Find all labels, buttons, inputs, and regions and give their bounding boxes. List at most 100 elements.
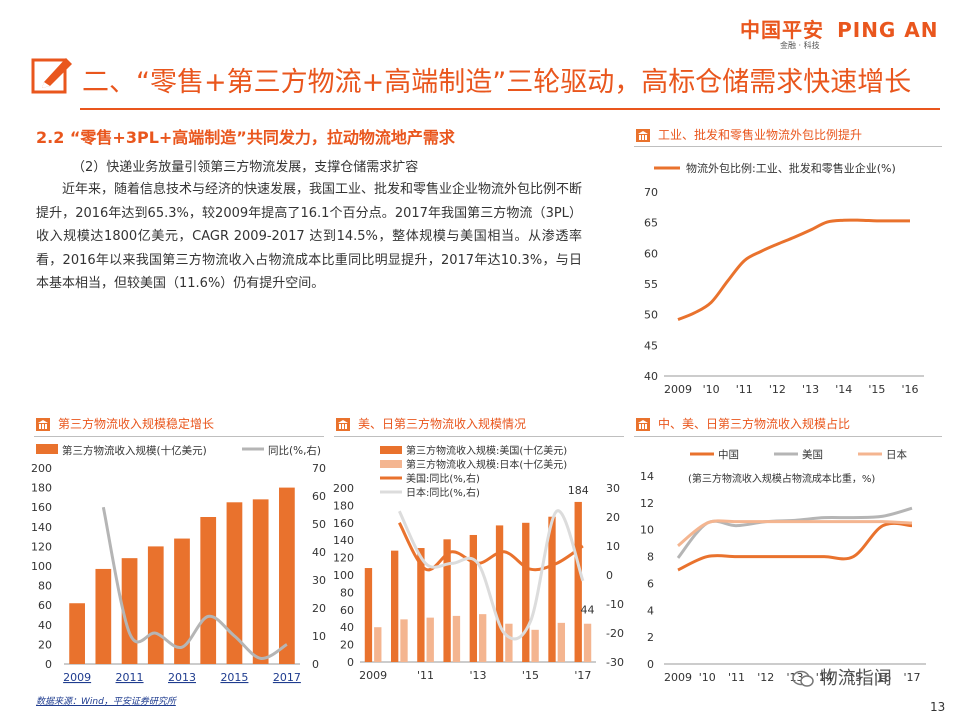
x-tick-label: 2015 (220, 671, 248, 684)
data-label-us: 184 (568, 484, 589, 497)
y-tick-label-right: 30 (312, 574, 326, 587)
y-tick-label-right: 20 (606, 511, 620, 524)
y-tick-label-left: 20 (38, 638, 52, 651)
y-tick-label-left: 200 (333, 482, 354, 495)
x-tick-label: 2009 (664, 671, 692, 684)
data-source: 数据来源：Wind，平安证券研究所 (36, 697, 176, 707)
x-tick-label: '11 (728, 671, 745, 684)
bar-japan (479, 614, 487, 662)
legend-label-line: 同比(%,右) (268, 444, 321, 457)
y-tick-label: 2 (647, 631, 654, 644)
data-label-japan: 44 (581, 604, 595, 617)
legend-label: 日本:同比(%,右) (406, 486, 480, 499)
y-tick-label-left: 180 (31, 482, 52, 495)
y-tick-label-left: 0 (347, 656, 354, 669)
section-heading: 2.2 “零售+3PL+高端制造”共同发力，拉动物流地产需求 (36, 128, 455, 147)
y-tick-label: 6 (647, 577, 654, 590)
x-tick-label: '15 (522, 669, 539, 682)
chart-outsourcing-ratio: 物流外包比例:工业、批发和零售业企业(%) 40 45 50 55 60 65 70 2009 '… (644, 161, 924, 396)
x-tick-label: 2009 (63, 671, 91, 684)
y-tick-label-right: -10 (606, 598, 624, 611)
x-tick-label: '13 (786, 671, 803, 684)
series-line-us-yoy (398, 522, 584, 572)
y-tick-label-left: 140 (31, 521, 52, 534)
x-tick-label: '15 (868, 383, 885, 396)
legend-swatch (380, 446, 402, 454)
bar-us (495, 525, 504, 662)
bar-revenue (226, 502, 243, 664)
y-tick-label-left: 60 (340, 604, 354, 617)
bar-japan (557, 622, 566, 662)
y-tick-label-right: 40 (312, 546, 326, 559)
y-tick-label-left: 160 (31, 501, 52, 514)
y-tick-label-right: -20 (606, 627, 624, 640)
y-tick-label: 8 (647, 551, 654, 564)
y-tick-label: 14 (640, 470, 654, 483)
bar-japan (452, 615, 461, 662)
bar-us (469, 534, 477, 662)
y-tick-label-right: 30 (606, 482, 620, 495)
brand-tagline: 金融 · 科技 (780, 41, 820, 50)
chart-china-3pl-revenue: 第三方物流收入规模(十亿美元) 同比(%,右)020406080100120140… (31, 444, 326, 684)
x-tick-label: '13 (802, 383, 819, 396)
legend-swatch-bar (36, 444, 58, 454)
y-tick-label: 70 (644, 186, 658, 199)
bar-revenue (279, 487, 295, 664)
x-tick-label: '14 (816, 671, 833, 684)
y-tick-label-left: 200 (31, 462, 52, 475)
bar-us (364, 568, 373, 662)
y-tick-label-left: 100 (333, 569, 354, 582)
y-tick-label: 12 (640, 497, 654, 510)
panel3-title: 美、日第三方物流收入规模情况 (358, 417, 527, 431)
y-tick-label-right: 0 (312, 658, 319, 671)
series-line-outsourcing (677, 218, 910, 321)
x-tick-label: '10 (699, 671, 716, 684)
wechat-icon (792, 670, 814, 688)
y-tick-label: 55 (644, 278, 658, 291)
series-line-yoy (101, 506, 288, 660)
y-tick-label: 60 (644, 247, 658, 260)
legend-label-bar: 第三方物流收入规模(十亿美元) (62, 444, 207, 457)
y-tick-label: 0 (647, 658, 654, 671)
y-tick-label: 50 (644, 309, 658, 322)
y-tick-label: 45 (644, 339, 658, 352)
bar-us (574, 501, 582, 662)
y-tick-label-right: 20 (312, 602, 326, 615)
series-line-china (677, 521, 913, 572)
factory-icon (36, 416, 50, 435)
y-tick-label-left: 120 (31, 540, 52, 553)
y-tick-label-right: 70 (312, 462, 326, 475)
series-line-japan-yoy (397, 509, 585, 641)
x-tick-label: '12 (769, 383, 786, 396)
bar-japan (374, 627, 382, 662)
y-tick-label: 65 (644, 217, 658, 230)
y-tick-label-left: 40 (38, 619, 52, 632)
y-tick-label-left: 60 (38, 599, 52, 612)
y-tick-label-left: 180 (333, 499, 354, 512)
bar-revenue (69, 603, 85, 664)
y-tick-label: 40 (644, 370, 658, 383)
chart-us-japan-3pl: 第三方物流收入规模:美国(十亿美元)第三方物流收入规模:日本(十亿美元)美国:同… (333, 444, 624, 682)
y-tick-label-left: 0 (45, 658, 52, 671)
panel1-divider (634, 146, 942, 147)
legend-label: 第三方物流收入规模:日本(十亿美元) (406, 458, 567, 471)
section-subheading: （2）快递业务放量引领第三方物流发展，支撑仓储需求扩容 (72, 160, 419, 175)
legend-label: 美国 (802, 448, 823, 461)
y-tick-label-right: 10 (312, 630, 326, 643)
x-tick-label: '17 (903, 671, 920, 684)
bar-japan (426, 617, 434, 662)
page-title: 二、“零售+第三方物流+高端制造”三轮驱动，高标仓储需求快速增长 (82, 67, 912, 98)
y-tick-label-left: 120 (333, 552, 354, 565)
y-tick-label-left: 20 (340, 639, 354, 652)
y-tick-label: 10 (640, 524, 654, 537)
panel4-title: 中、美、日第三方物流收入规模占比 (658, 417, 851, 431)
x-tick-label: '11 (417, 669, 434, 682)
legend-label: 中国 (718, 448, 739, 461)
bar-us (443, 539, 451, 662)
y-tick-label-left: 40 (340, 621, 354, 634)
y-tick-label-right: 0 (606, 569, 613, 582)
x-tick-label: '16 (901, 383, 918, 396)
y-tick-label-right: -30 (606, 656, 624, 669)
bar-revenue (147, 546, 164, 664)
section-paragraph: 近年来，随着信息技术与经济的快速发展，我国工业、批发和零售业企业物流外包比例不断… (36, 182, 583, 291)
